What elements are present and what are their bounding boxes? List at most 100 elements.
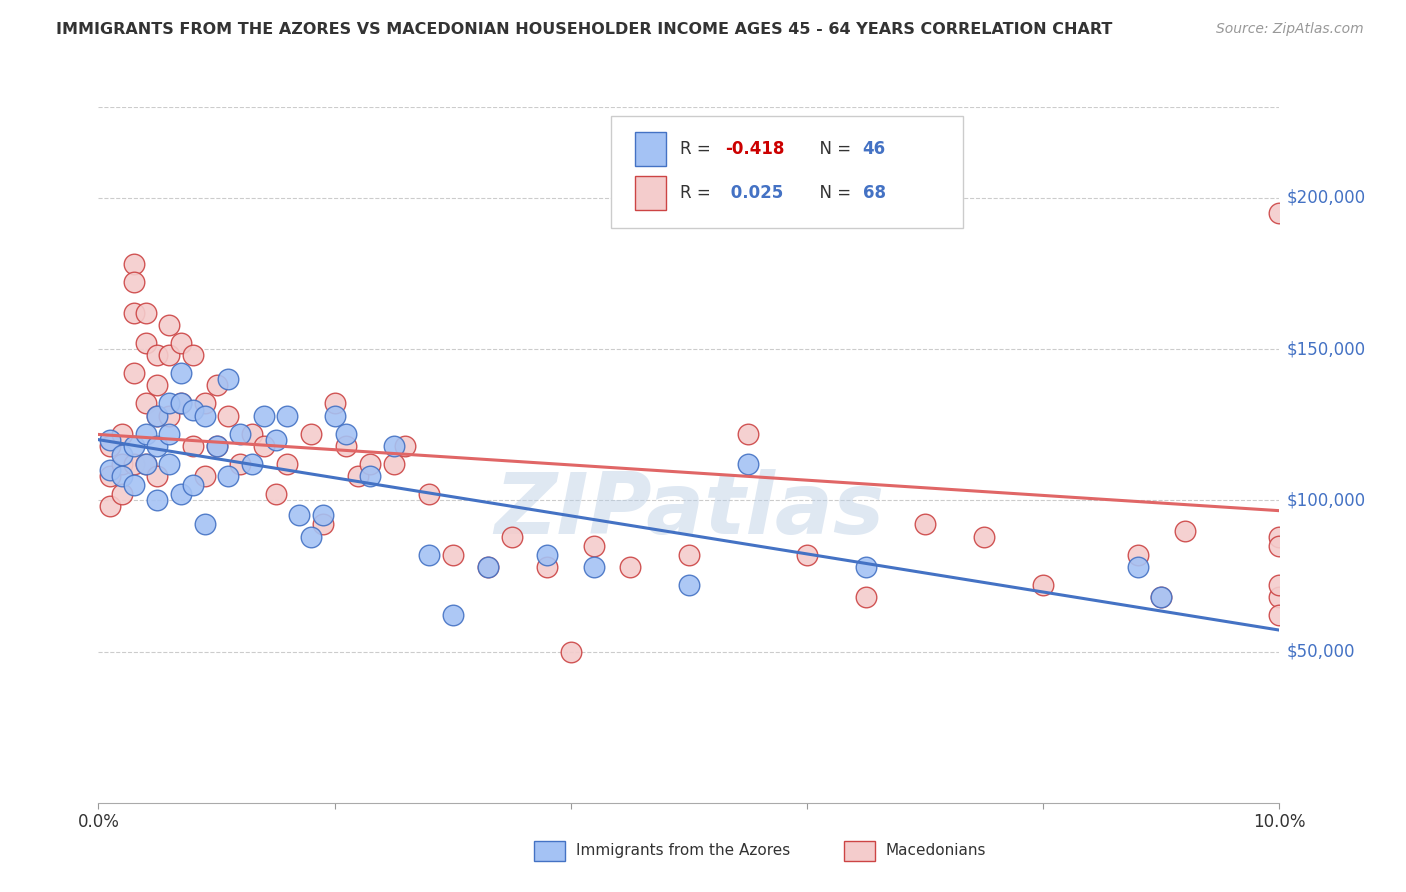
Point: [299, 530, 322, 544]
Point: [737, 457, 759, 471]
Text: Immigrants from the Azores: Immigrants from the Azores: [576, 844, 790, 858]
Point: [146, 469, 169, 483]
Point: [122, 439, 145, 453]
Point: [135, 457, 157, 471]
Point: [217, 469, 239, 483]
Point: [1268, 608, 1291, 623]
Point: [678, 578, 700, 592]
Point: [146, 348, 169, 362]
Point: [135, 426, 157, 441]
Point: [122, 457, 145, 471]
Point: [111, 457, 134, 471]
Point: [253, 409, 276, 423]
Point: [359, 469, 381, 483]
Point: [111, 487, 134, 501]
Point: [205, 439, 228, 453]
Point: [501, 530, 523, 544]
Point: [394, 439, 416, 453]
Point: [678, 548, 700, 562]
Point: [111, 426, 134, 441]
Point: [111, 448, 134, 462]
Point: [205, 439, 228, 453]
Point: [335, 426, 357, 441]
Point: [181, 402, 204, 417]
Point: [335, 439, 357, 453]
Point: [536, 548, 558, 562]
Text: -0.418: -0.418: [725, 140, 785, 158]
Point: [973, 530, 995, 544]
Point: [240, 426, 263, 441]
Point: [135, 306, 157, 320]
Point: [98, 500, 121, 514]
Point: [122, 366, 145, 380]
Point: [98, 439, 121, 453]
Point: [194, 469, 217, 483]
Point: [170, 487, 193, 501]
Point: [264, 487, 287, 501]
Point: [122, 306, 145, 320]
Point: [181, 478, 204, 492]
Point: [1032, 578, 1054, 592]
Point: [382, 457, 405, 471]
Point: [323, 409, 346, 423]
Point: [157, 318, 180, 332]
Point: [157, 409, 180, 423]
Point: [157, 426, 180, 441]
Point: [288, 508, 311, 523]
Point: [98, 433, 121, 447]
Text: $150,000: $150,000: [1286, 340, 1365, 358]
Point: [240, 457, 263, 471]
Point: [583, 559, 606, 574]
Point: [146, 409, 169, 423]
Text: Source: ZipAtlas.com: Source: ZipAtlas.com: [1216, 22, 1364, 37]
Text: Macedonians: Macedonians: [886, 844, 986, 858]
Point: [205, 378, 228, 392]
Point: [229, 457, 252, 471]
Point: [619, 559, 641, 574]
Point: [146, 378, 169, 392]
Point: [135, 336, 157, 351]
Point: [1268, 590, 1291, 604]
Point: [146, 439, 169, 453]
Text: R =: R =: [681, 185, 716, 202]
Point: [1150, 590, 1173, 604]
Point: [122, 276, 145, 290]
Text: IMMIGRANTS FROM THE AZORES VS MACEDONIAN HOUSEHOLDER INCOME AGES 45 - 64 YEARS C: IMMIGRANTS FROM THE AZORES VS MACEDONIAN…: [56, 22, 1112, 37]
Point: [737, 426, 759, 441]
Point: [170, 366, 193, 380]
Point: [359, 457, 381, 471]
Point: [312, 517, 335, 532]
Point: [855, 590, 877, 604]
Point: [477, 559, 499, 574]
Point: [264, 433, 287, 447]
Point: [111, 469, 134, 483]
Point: [1126, 548, 1149, 562]
Text: $200,000: $200,000: [1286, 189, 1365, 207]
Text: N =: N =: [810, 140, 856, 158]
Point: [157, 348, 180, 362]
Point: [135, 457, 157, 471]
Point: [122, 478, 145, 492]
Point: [146, 409, 169, 423]
Text: ZIPatlas: ZIPatlas: [494, 469, 884, 552]
Point: [1174, 524, 1197, 538]
Point: [382, 439, 405, 453]
Point: [253, 439, 276, 453]
Text: 0.025: 0.025: [725, 185, 783, 202]
Point: [181, 348, 204, 362]
Point: [135, 396, 157, 410]
Point: [441, 548, 464, 562]
Text: N =: N =: [810, 185, 856, 202]
Point: [347, 469, 370, 483]
Point: [170, 396, 193, 410]
Point: [194, 517, 217, 532]
Point: [194, 409, 217, 423]
Point: [217, 372, 239, 386]
Point: [146, 493, 169, 508]
Point: [1268, 578, 1291, 592]
Point: [312, 508, 335, 523]
Point: [276, 409, 298, 423]
Text: $50,000: $50,000: [1286, 642, 1355, 661]
Point: [181, 439, 204, 453]
Point: [157, 457, 180, 471]
